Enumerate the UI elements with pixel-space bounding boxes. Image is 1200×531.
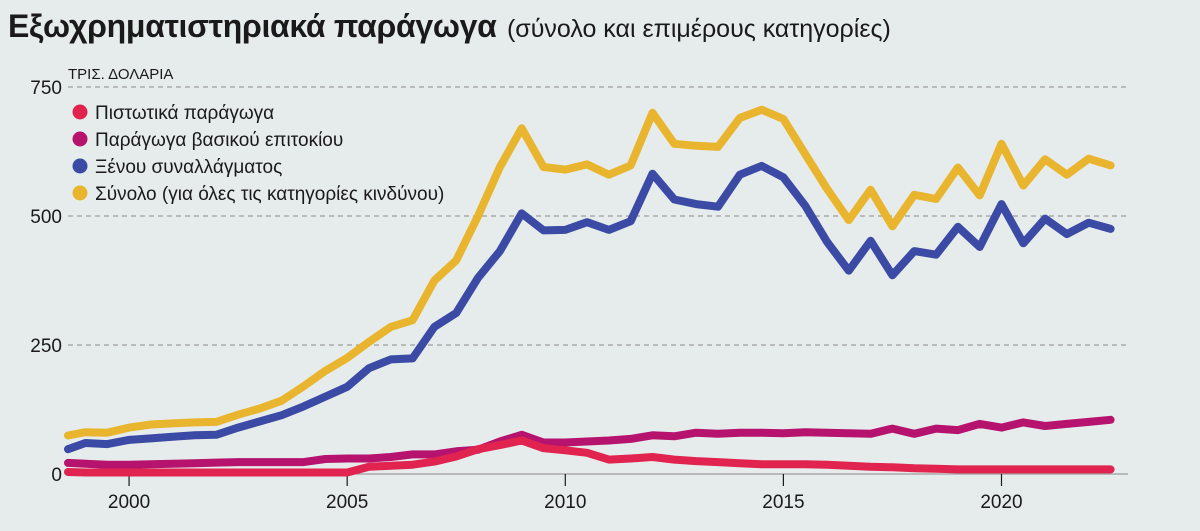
legend-label-0: Πιστωτικά παράγωγα	[95, 103, 274, 124]
series-3-line	[64, 436, 1115, 477]
series-0-line	[64, 105, 1115, 440]
x-tick-label-2010: 2010	[544, 492, 586, 513]
x-tick-label-2000: 2000	[108, 492, 150, 513]
series-layer	[64, 105, 1115, 477]
legend-marker-0	[72, 104, 88, 120]
legend-label-2: Ξένου συναλλάγματος	[95, 157, 282, 178]
legend-label-3: Σύνολο (για όλες τις κατηγορίες κινδύνου…	[95, 184, 444, 205]
x-tick-label-2005: 2005	[326, 492, 368, 513]
x-tick-label-2015: 2015	[762, 492, 804, 513]
x-tick-label-2020: 2020	[980, 492, 1022, 513]
legend-label-1: Παράγωγα βασικού επιτοκίου	[95, 130, 343, 151]
chart-title: Εξωχρηματιστηριακά παράγωγα	[8, 8, 497, 44]
legend-marker-3	[72, 185, 88, 201]
chart-subtitle: (σύνολο και επιμέρους κατηγορίες)	[506, 15, 891, 43]
legend-marker-2	[72, 158, 88, 174]
y-tick-label-250: 250	[30, 336, 62, 357]
series-1-line	[64, 161, 1115, 454]
legend: Πιστωτικά παράγωγα Παράγωγα βασικού επιτο…	[72, 103, 444, 205]
chart-title-row: Εξωχρηματιστηριακά παράγωγα (σύνολο και …	[8, 8, 891, 45]
y-tick-label-500: 500	[30, 207, 62, 228]
y-axis-unit-label: ΤΡΙΣ. ΔΟΛΑΡΙΑ	[68, 66, 173, 83]
axis-layer: 0 250 500 750 2000 2005 2010 2015 2020	[30, 78, 1022, 513]
legend-marker-1	[72, 131, 88, 147]
series-2-line	[64, 415, 1115, 469]
y-tick-label-750: 750	[30, 78, 62, 99]
y-tick-label-0: 0	[51, 465, 62, 486]
